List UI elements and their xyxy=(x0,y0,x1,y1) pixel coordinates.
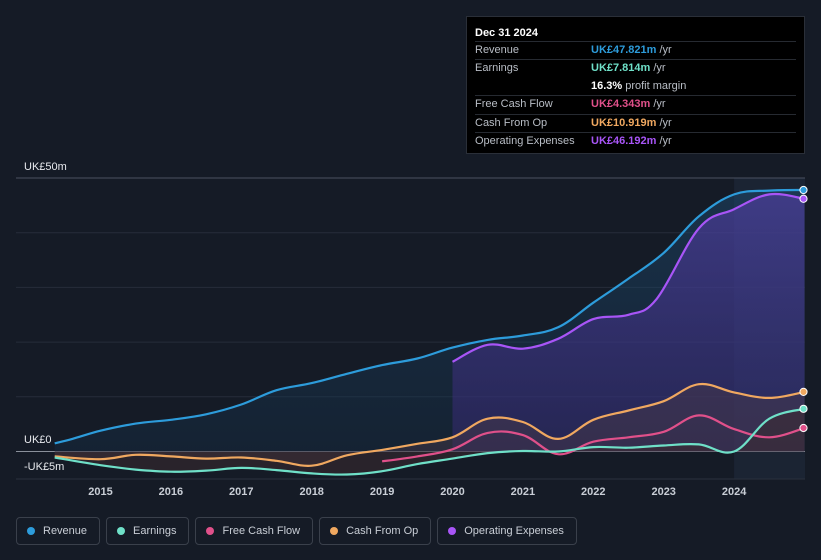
operating-expenses-line xyxy=(451,192,805,363)
tooltip-row: Free Cash Flow UK£4.343m/yr xyxy=(475,95,796,113)
tooltip-row-label: Free Cash Flow xyxy=(475,98,553,111)
legend-dot-icon xyxy=(117,527,126,535)
tooltip-row-label: Earnings xyxy=(475,62,519,75)
tooltip-row-label: Operating Expenses xyxy=(475,134,575,147)
tooltip-row-unit: /yr xyxy=(653,62,666,75)
x-tick-label: 2020 xyxy=(440,486,464,498)
tooltip-row-unit: profit margin xyxy=(625,79,687,92)
y-axis-label-zero: UK£0 xyxy=(24,434,52,446)
tooltip-row: Operating Expenses UK£46.192m/yr xyxy=(475,131,796,150)
tooltip-row-value: UK£7.814m xyxy=(591,62,651,75)
tooltip-row: Earnings UK£7.814m/yr xyxy=(475,59,796,77)
x-tick-label: 2024 xyxy=(722,486,747,498)
legend-item-earnings[interactable]: Earnings xyxy=(106,517,190,545)
legend-label: Cash From Op xyxy=(346,525,419,537)
tooltip-row-value: UK£10.919m xyxy=(591,116,657,129)
tooltip-row-unit: /yr xyxy=(659,134,672,147)
revenue-line xyxy=(54,188,805,445)
tooltip-row-label: Revenue xyxy=(475,44,520,56)
chart-legend: Revenue Earnings Free Cash Flow Cash From O… xyxy=(16,517,577,545)
legend-dot-icon xyxy=(206,527,215,535)
tooltip-row-unit: /yr xyxy=(659,44,672,56)
earnings-end-marker xyxy=(799,404,808,413)
free-cash-flow-end-marker xyxy=(799,423,808,433)
legend-label: Earnings xyxy=(133,525,177,537)
tooltip-row-value: 16.3% xyxy=(591,79,623,92)
legend-label: Free Cash Flow xyxy=(222,525,301,537)
tooltip-panel: Dec 31 2024 Revenue UK£47.821m/yr Earnings… xyxy=(466,16,805,154)
legend-dot-icon xyxy=(330,527,339,535)
tooltip-row-unit: /yr xyxy=(659,116,672,129)
legend-item-operating-expenses[interactable]: Operating Expenses xyxy=(437,517,577,545)
tooltip-row: Cash From Op UK£10.919m/yr xyxy=(475,113,796,132)
x-tick-label: 2016 xyxy=(159,486,183,498)
x-tick-label: 2021 xyxy=(511,486,535,498)
tooltip-row: 16.3% profit margin xyxy=(475,78,796,95)
tooltip-row-label: Cash From Op xyxy=(475,116,548,129)
operating-expenses-end-marker xyxy=(799,194,808,203)
x-tick-label: 2022 xyxy=(581,486,605,498)
revenue-end-marker xyxy=(799,185,808,195)
tooltip-date: Dec 31 2024 xyxy=(475,27,538,39)
free-cash-flow-line xyxy=(381,414,805,463)
x-tick-label: 2018 xyxy=(299,486,323,498)
y-axis-label-top: UK£50m xyxy=(24,161,67,173)
cash-from-op-end-marker xyxy=(799,387,808,396)
earnings-line xyxy=(54,407,805,476)
y-axis-label-bottom: -UK£5m xyxy=(24,461,64,473)
tooltip-row-value: UK£4.343m xyxy=(591,98,651,111)
tooltip-row-unit: /yr xyxy=(653,98,666,111)
legend-dot-icon xyxy=(448,527,457,535)
tooltip-row-label xyxy=(475,78,591,95)
x-tick-label: 2015 xyxy=(88,486,112,498)
legend-item-revenue[interactable]: Revenue xyxy=(16,517,101,545)
cash-from-op-line xyxy=(54,382,805,467)
legend-label: Operating Expenses xyxy=(464,525,564,537)
legend-dot-icon xyxy=(27,527,35,535)
legend-item-cash-from-op[interactable]: Cash From Op xyxy=(319,517,432,545)
x-tick-label: 2019 xyxy=(370,486,394,498)
tooltip-row: Revenue UK£47.821m/yr xyxy=(475,41,796,59)
tooltip-row-value: UK£47.821m xyxy=(591,44,657,56)
cash-from-op-area xyxy=(54,383,805,466)
legend-item-free-cash-flow[interactable]: Free Cash Flow xyxy=(195,517,314,545)
tooltip-row-value: UK£46.192m xyxy=(591,134,657,147)
x-tick-label: 2017 xyxy=(229,486,253,498)
legend-label: Revenue xyxy=(43,525,88,537)
x-tick-label: 2023 xyxy=(651,486,675,498)
